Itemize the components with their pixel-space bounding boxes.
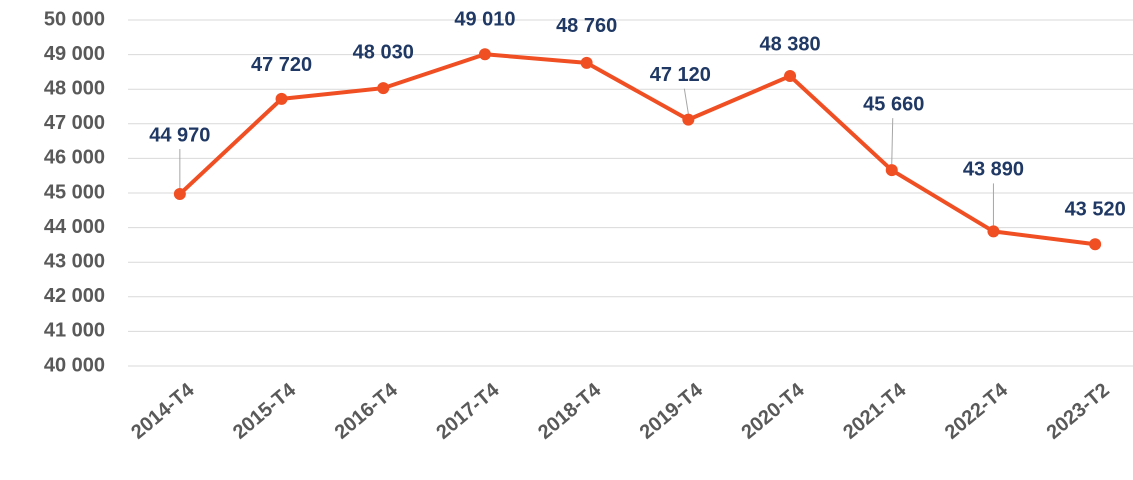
- data-label: 45 660: [863, 93, 924, 115]
- x-tick-label: 2019-T4: [636, 378, 708, 443]
- y-tick-label: 40 000: [44, 354, 105, 376]
- y-tick-label: 48 000: [44, 77, 105, 99]
- point: [580, 56, 593, 69]
- data-label: 48 030: [353, 41, 414, 63]
- data-label: 43 890: [963, 159, 1024, 181]
- data-label: 47 120: [650, 64, 711, 86]
- x-tick-label: 2014-T4: [127, 378, 199, 443]
- point: [275, 92, 288, 105]
- x-tick-label: 2017-T4: [432, 378, 504, 443]
- data-label: 47 720: [251, 54, 312, 76]
- point: [377, 82, 390, 95]
- point: [987, 225, 1000, 238]
- point: [173, 188, 186, 201]
- data-label: 48 760: [556, 15, 617, 37]
- data-label: 44 970: [149, 124, 210, 146]
- y-tick-label: 47 000: [44, 112, 105, 134]
- y-tick-label: 42 000: [44, 285, 105, 307]
- line: [178, 52, 1096, 247]
- y-tick-label: 43 000: [44, 250, 105, 272]
- y-tick-label: 49 000: [44, 43, 105, 65]
- y-tick-label: 44 000: [44, 216, 105, 238]
- data-label: 48 380: [759, 33, 820, 55]
- x-tick-label: 2022-T4: [941, 378, 1013, 443]
- y-tick-label: 46 000: [44, 147, 105, 169]
- point: [682, 113, 695, 126]
- x-tick-label: 2016-T4: [331, 378, 403, 443]
- leader-line: [891, 118, 894, 165]
- x-tick-label: 2021-T4: [839, 378, 911, 443]
- point: [478, 48, 491, 61]
- point: [1089, 238, 1102, 251]
- point: [784, 70, 797, 83]
- data-label: 49 010: [454, 9, 515, 31]
- data-label: 43 520: [1065, 198, 1126, 220]
- x-tick-label: 2018-T4: [534, 378, 606, 443]
- y-tick-label: 45 000: [44, 181, 105, 203]
- x-tick-label: 2023-T2: [1043, 379, 1114, 444]
- leader-line: [683, 88, 689, 114]
- y-tick-label: 41 000: [44, 320, 105, 342]
- x-tick-label: 2015-T4: [229, 378, 301, 443]
- point: [885, 164, 898, 177]
- x-tick-label: 2020-T4: [737, 378, 809, 443]
- y-tick-label: 50 000: [44, 8, 105, 30]
